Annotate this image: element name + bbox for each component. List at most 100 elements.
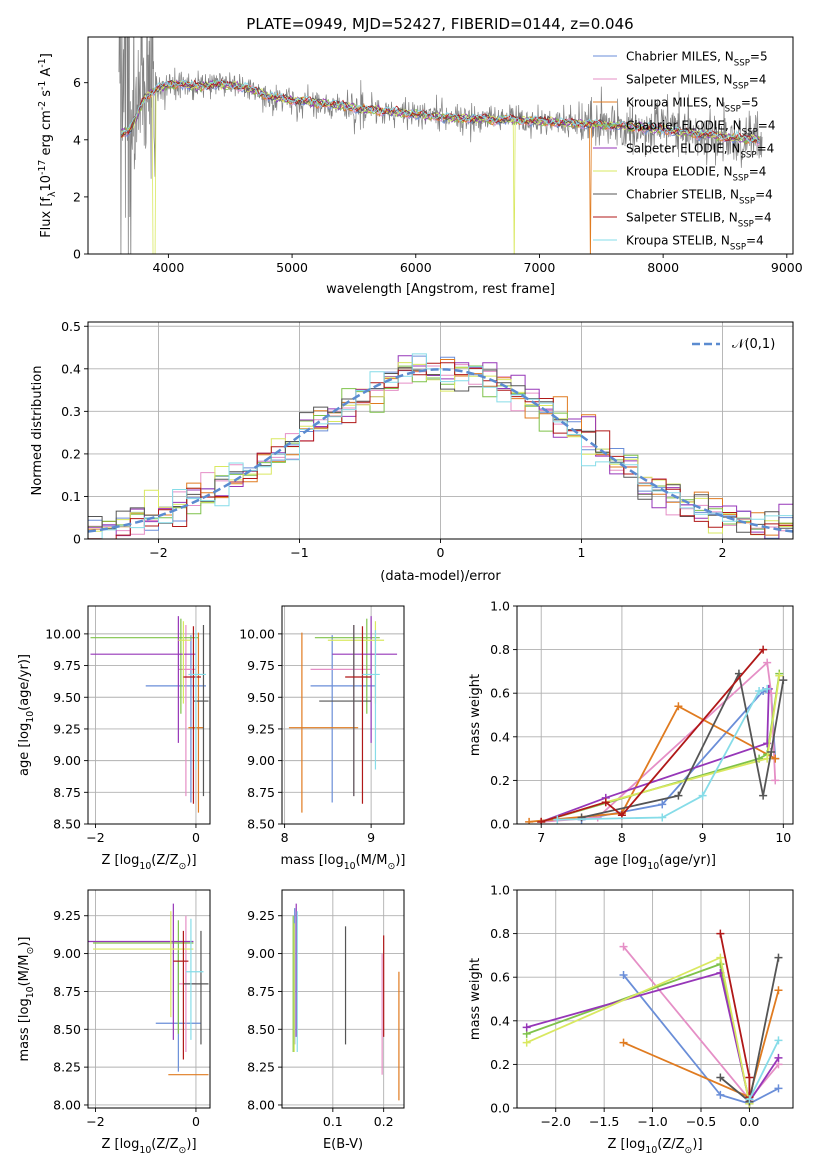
weight-line-7: [581, 670, 785, 819]
y-tick-label: 9.50: [53, 690, 81, 705]
x-tick-label: −2: [86, 1114, 104, 1129]
text-span: Flux [f: [39, 197, 54, 238]
chart-mass_vs_Z: −2 08.008.258.508.759.009.25Z [log10(Z/Z⊙…: [17, 889, 211, 1156]
x-tick-label: 10: [775, 830, 791, 845]
text-span: 10: [25, 711, 36, 723]
x-tick-label: −2.0: [541, 1114, 571, 1129]
weight-marker-5: [522, 1023, 531, 1032]
model-spectrum-9: [121, 79, 760, 144]
x-tick-label: −1.0: [637, 1114, 667, 1129]
legend-label-normal: 𝒩(0,1): [732, 337, 775, 352]
x-tick-label: 9000: [771, 260, 803, 275]
weight-marker-1: [716, 1090, 725, 1099]
axes-frame: [87, 605, 211, 825]
text-span: mass weight: [468, 674, 483, 756]
weight-marker-8: [716, 929, 725, 938]
y-tick-label: 0.5: [61, 319, 81, 334]
weight-marker-9: [763, 684, 772, 693]
x-axis-label: Z [log10(Z/Z⊙)]: [101, 853, 196, 872]
text-span: s: [39, 90, 54, 101]
weight-marker-3: [771, 754, 780, 763]
text-span: −1: [290, 545, 308, 560]
y-tick-label: 8.00: [247, 1097, 275, 1112]
text-span: Salpeter MILES, N: [626, 73, 733, 87]
weight-marker-1: [658, 800, 667, 809]
weight-marker-7: [774, 953, 783, 962]
text-span: Kroupa STELIB, N: [626, 234, 730, 248]
text-span: Chabrier STELIB, N: [626, 188, 739, 202]
weight-line-8: [540, 649, 764, 823]
text-span: 9.75: [53, 658, 81, 673]
weight-marker-2: [619, 942, 628, 951]
x-tick-label: 4000: [152, 260, 184, 275]
x-tick-label: 7: [537, 830, 545, 845]
text-span: =4: [749, 73, 767, 87]
figure-title: PLATE=0949, MJD=52427, FIBERID=0144, z=0…: [246, 15, 633, 33]
y-tick-label: 10.00: [45, 626, 81, 641]
y-tick-label: 0.8: [490, 926, 510, 941]
weight-marker-6: [522, 1038, 531, 1047]
text-span: 0.2: [490, 1057, 510, 1072]
y-tick-label: 9.00: [53, 946, 81, 961]
text-span: SSP: [739, 197, 755, 207]
x-tick-label: 0.0: [739, 1114, 759, 1129]
x-tick-label: 5000: [276, 260, 308, 275]
text-span: 0.0: [490, 817, 510, 832]
text-span: 0.4: [490, 729, 510, 744]
legend-label-7: Chabrier STELIB, NSSP=4: [626, 188, 773, 207]
y-tick-label: 9.50: [247, 690, 275, 705]
text-span: 7000: [524, 260, 556, 275]
weight-line-1: [622, 974, 779, 1105]
text-span: 9.00: [53, 946, 81, 961]
text-span: 9.25: [53, 721, 81, 736]
histogram-9: [88, 353, 793, 539]
text-span: 0.2: [374, 1114, 394, 1129]
text-span: 5000: [276, 260, 308, 275]
text-span: (Z/Z: [657, 1137, 684, 1152]
text-span: 10: [39, 175, 54, 192]
weight-marker-3: [774, 986, 783, 995]
text-span: SSP: [740, 151, 756, 161]
weight-marker-9: [745, 1095, 754, 1104]
y-tick-label: 9.00: [247, 946, 275, 961]
text-span: )]: [186, 1137, 196, 1152]
model-spectrum-8: [121, 79, 760, 143]
text-span: mass [log: [281, 853, 344, 868]
y-tick-label: 6: [73, 75, 81, 90]
text-span: 0.4: [61, 361, 81, 376]
chart-mass_vs_ebv: 0.1 0.2 8.00 8.25 8.50 8.75 9.00 9.25 E(B-V): [247, 889, 405, 1152]
weight-line-8: [719, 933, 751, 1098]
text-span: Z [log: [607, 1137, 645, 1152]
weight-marker-3: [674, 702, 683, 711]
y-tick-label: 8.50: [53, 1022, 81, 1037]
y-tick-label: 4: [73, 132, 81, 147]
y-tick-label: 8.75: [53, 785, 81, 800]
text-span: 𝒩(0,1): [732, 337, 775, 352]
text-span: =4: [758, 119, 776, 133]
chart-spectrum: 4000 5000 6000 7000 8000 9000 0 2 4 6 wavelength […: [37, 36, 803, 297]
text-span: 9.50: [53, 690, 81, 705]
text-span: −2.0: [541, 1114, 571, 1129]
y-tick-label: 9.00: [53, 753, 81, 768]
text-span: 6000: [400, 260, 432, 275]
plot-area: [88, 322, 793, 539]
text-span: 10: [139, 1145, 151, 1156]
text-span: 8: [618, 830, 626, 845]
x-axis-label: mass [log10(M/M⊙)]: [281, 853, 406, 872]
text-span: (M/M: [17, 955, 32, 987]
text-span: )]: [692, 1137, 702, 1152]
text-span: 9: [699, 830, 707, 845]
x-tick-label: −1.5: [589, 1114, 619, 1129]
text-span: -2: [37, 101, 48, 110]
text-span: )]: [17, 937, 32, 947]
text-span: 1: [578, 545, 586, 560]
plot-area: [282, 890, 404, 1108]
y-tick-label: 9.25: [247, 908, 275, 923]
text-span: ⊙: [179, 861, 187, 872]
text-span: 9.00: [247, 753, 275, 768]
text-span: SSP: [734, 59, 750, 69]
text-span: 10: [647, 861, 659, 872]
